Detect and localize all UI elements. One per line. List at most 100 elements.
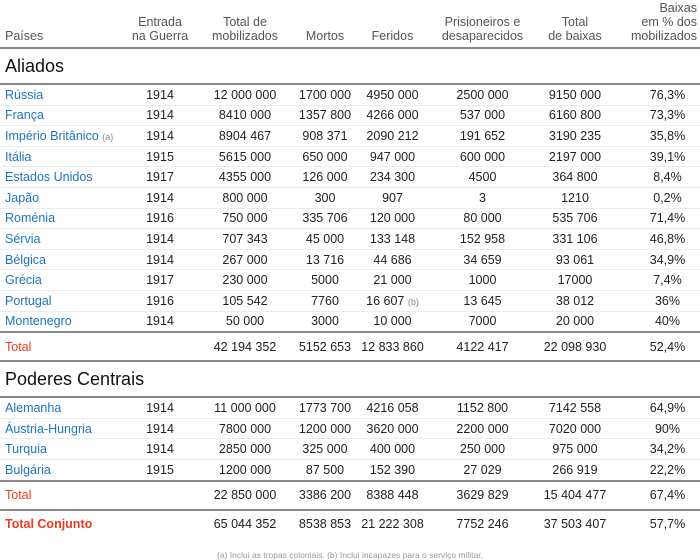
prisoners-cell: 1152 800: [430, 397, 535, 419]
country-link[interactable]: Alemanha: [5, 400, 62, 415]
casualty-pct-value: 64,9%: [649, 400, 686, 415]
header-casualty-pct: Baixas em % dos mobilizados: [615, 0, 700, 49]
country-link[interactable]: Roménia: [5, 211, 56, 226]
total-casualties-cell: 17000: [535, 269, 615, 291]
wounded-value: 400 000: [369, 442, 416, 457]
mobilized-cell: 1200 000: [195, 459, 295, 480]
prisoners-cell: 7752 246: [430, 510, 535, 538]
country-link[interactable]: Grécia: [5, 273, 42, 288]
country-link[interactable]: Estados Unidos: [5, 170, 93, 185]
wounded-cell: 10 000: [355, 311, 430, 332]
country-name[interactable]: França: [0, 105, 125, 127]
country-name[interactable]: Estados Unidos: [0, 166, 125, 188]
country-name[interactable]: Alemanha: [0, 397, 125, 419]
total-casualties-value: 7020 000: [548, 421, 602, 436]
country-link[interactable]: Império Britânico: [5, 128, 99, 143]
casualty-pct-cell: 40%: [615, 311, 700, 332]
entry-year-value: 1916: [146, 211, 174, 226]
dead-value: 1773 700: [298, 400, 352, 415]
wounded-value: 4266 000: [366, 108, 419, 123]
prisoners-cell: 2500 000: [430, 84, 535, 106]
mobilized-value: 2850 000: [218, 442, 272, 457]
country-link[interactable]: Montenegro: [5, 314, 72, 329]
entry-year-cell: 1914: [125, 438, 195, 460]
casualty-pct-value: 76,3%: [649, 87, 686, 102]
wounded-cell: 907: [355, 187, 430, 209]
country-name[interactable]: Rússia: [0, 84, 125, 106]
dead-value: 45 000: [305, 231, 345, 246]
entry-year-value: 1914: [146, 421, 174, 436]
prisoners-cell: 27 029: [430, 459, 535, 480]
country-link[interactable]: Bélgica: [5, 252, 46, 267]
country-name[interactable]: Roménia: [0, 208, 125, 230]
mobilized-value: 7800 000: [218, 421, 272, 436]
total-casualties-cell: 9150 000: [535, 84, 615, 106]
country-link[interactable]: Turquia: [5, 442, 47, 457]
table-row: Japão 1914 800 000 300 907 3 1210 0,2%: [0, 187, 700, 209]
casualty-pct-cell: 7,4%: [615, 269, 700, 291]
wounded-value: 907: [382, 190, 403, 205]
country-link[interactable]: Áustria-Hungria: [5, 421, 92, 436]
header-countries: Países: [0, 0, 125, 49]
footnote-marker: (a): [102, 131, 114, 142]
entry-year-value: 1917: [146, 273, 174, 288]
entry-year-value: 1914: [146, 87, 174, 102]
country-link[interactable]: Bulgária: [5, 462, 51, 477]
country-name[interactable]: Portugal: [0, 290, 125, 312]
casualty-pct-cell: 35,8%: [615, 125, 700, 147]
dead-value: 13 716: [305, 252, 345, 267]
entry-year-value: 1914: [146, 442, 174, 457]
wounded-cell: 234 300: [355, 166, 430, 188]
entry-year-cell: 1914: [125, 125, 195, 147]
dead-cell: 1700 000: [295, 84, 355, 106]
total-casualties-cell: 266 919: [535, 459, 615, 480]
wounded-value: 120 000: [369, 211, 416, 226]
wounded-value: 3620 000: [366, 421, 419, 436]
wounded-value: 152 390: [369, 462, 416, 477]
mobilized-value: 105 542: [222, 293, 268, 308]
country-name[interactable]: Império Britânico (a): [0, 125, 125, 147]
wounded-cell: 133 148: [355, 228, 430, 250]
casualty-pct-value: 36%: [654, 293, 681, 308]
country-link[interactable]: Japão: [5, 190, 40, 205]
country-link[interactable]: Rússia: [5, 87, 44, 102]
casualty-pct-value: 34,2%: [649, 442, 686, 457]
country-name[interactable]: Bulgária: [0, 459, 125, 480]
country-link[interactable]: França: [5, 108, 44, 123]
total-casualties-cell: 975 000: [535, 438, 615, 460]
header-total-casualties: Total de baixas: [535, 0, 615, 49]
entry-year-cell: [125, 479, 195, 511]
country-link[interactable]: Itália: [5, 149, 32, 164]
country-name[interactable]: Montenegro: [0, 311, 125, 332]
total-casualties-value: 17000: [557, 273, 593, 288]
prisoners-cell: 34 659: [430, 249, 535, 271]
total-casualties-value: 3190 235: [548, 128, 602, 143]
mobilized-cell: 4355 000: [195, 166, 295, 188]
grand-total-row: Total Conjunto 65 044 352 8538 853 21 222 3…: [0, 510, 700, 538]
dead-value: 1700 000: [298, 87, 352, 102]
header-entry: Entrada na Guerra: [125, 0, 195, 49]
prisoners-cell: 3: [430, 187, 535, 209]
casualty-pct-value: 7,4%: [653, 273, 682, 288]
dead-value: 5000: [311, 273, 339, 288]
dead-value: 1357 800: [298, 108, 352, 123]
casualty-pct-value: 67,4%: [649, 488, 686, 502]
country-name[interactable]: Áustria-Hungria: [0, 418, 125, 440]
country-name[interactable]: Itália: [0, 146, 125, 168]
prisoners-value: 2500 000: [456, 87, 509, 102]
country-link[interactable]: Portugal: [5, 293, 52, 308]
total-casualties-value: 364 800: [552, 170, 598, 185]
country-name[interactable]: Turquia: [0, 438, 125, 460]
dead-value: 908 371: [302, 128, 348, 143]
country-link[interactable]: Sérvia: [5, 231, 41, 246]
table-row: Grécia 1917 230 000 5000 21 000 1000 17000 7,4%: [0, 269, 700, 291]
country-name[interactable]: Grécia: [0, 269, 125, 291]
mobilized-value: 22 850 000: [213, 488, 277, 502]
country-name[interactable]: Japão: [0, 187, 125, 209]
casualty-pct-cell: 57,7%: [615, 510, 700, 538]
prisoners-value: 600 000: [459, 149, 506, 164]
country-name[interactable]: Sérvia: [0, 228, 125, 250]
dead-cell: 87 500: [295, 459, 355, 480]
country-name[interactable]: Bélgica: [0, 249, 125, 271]
mobilized-value: 11 000 000: [214, 400, 276, 415]
